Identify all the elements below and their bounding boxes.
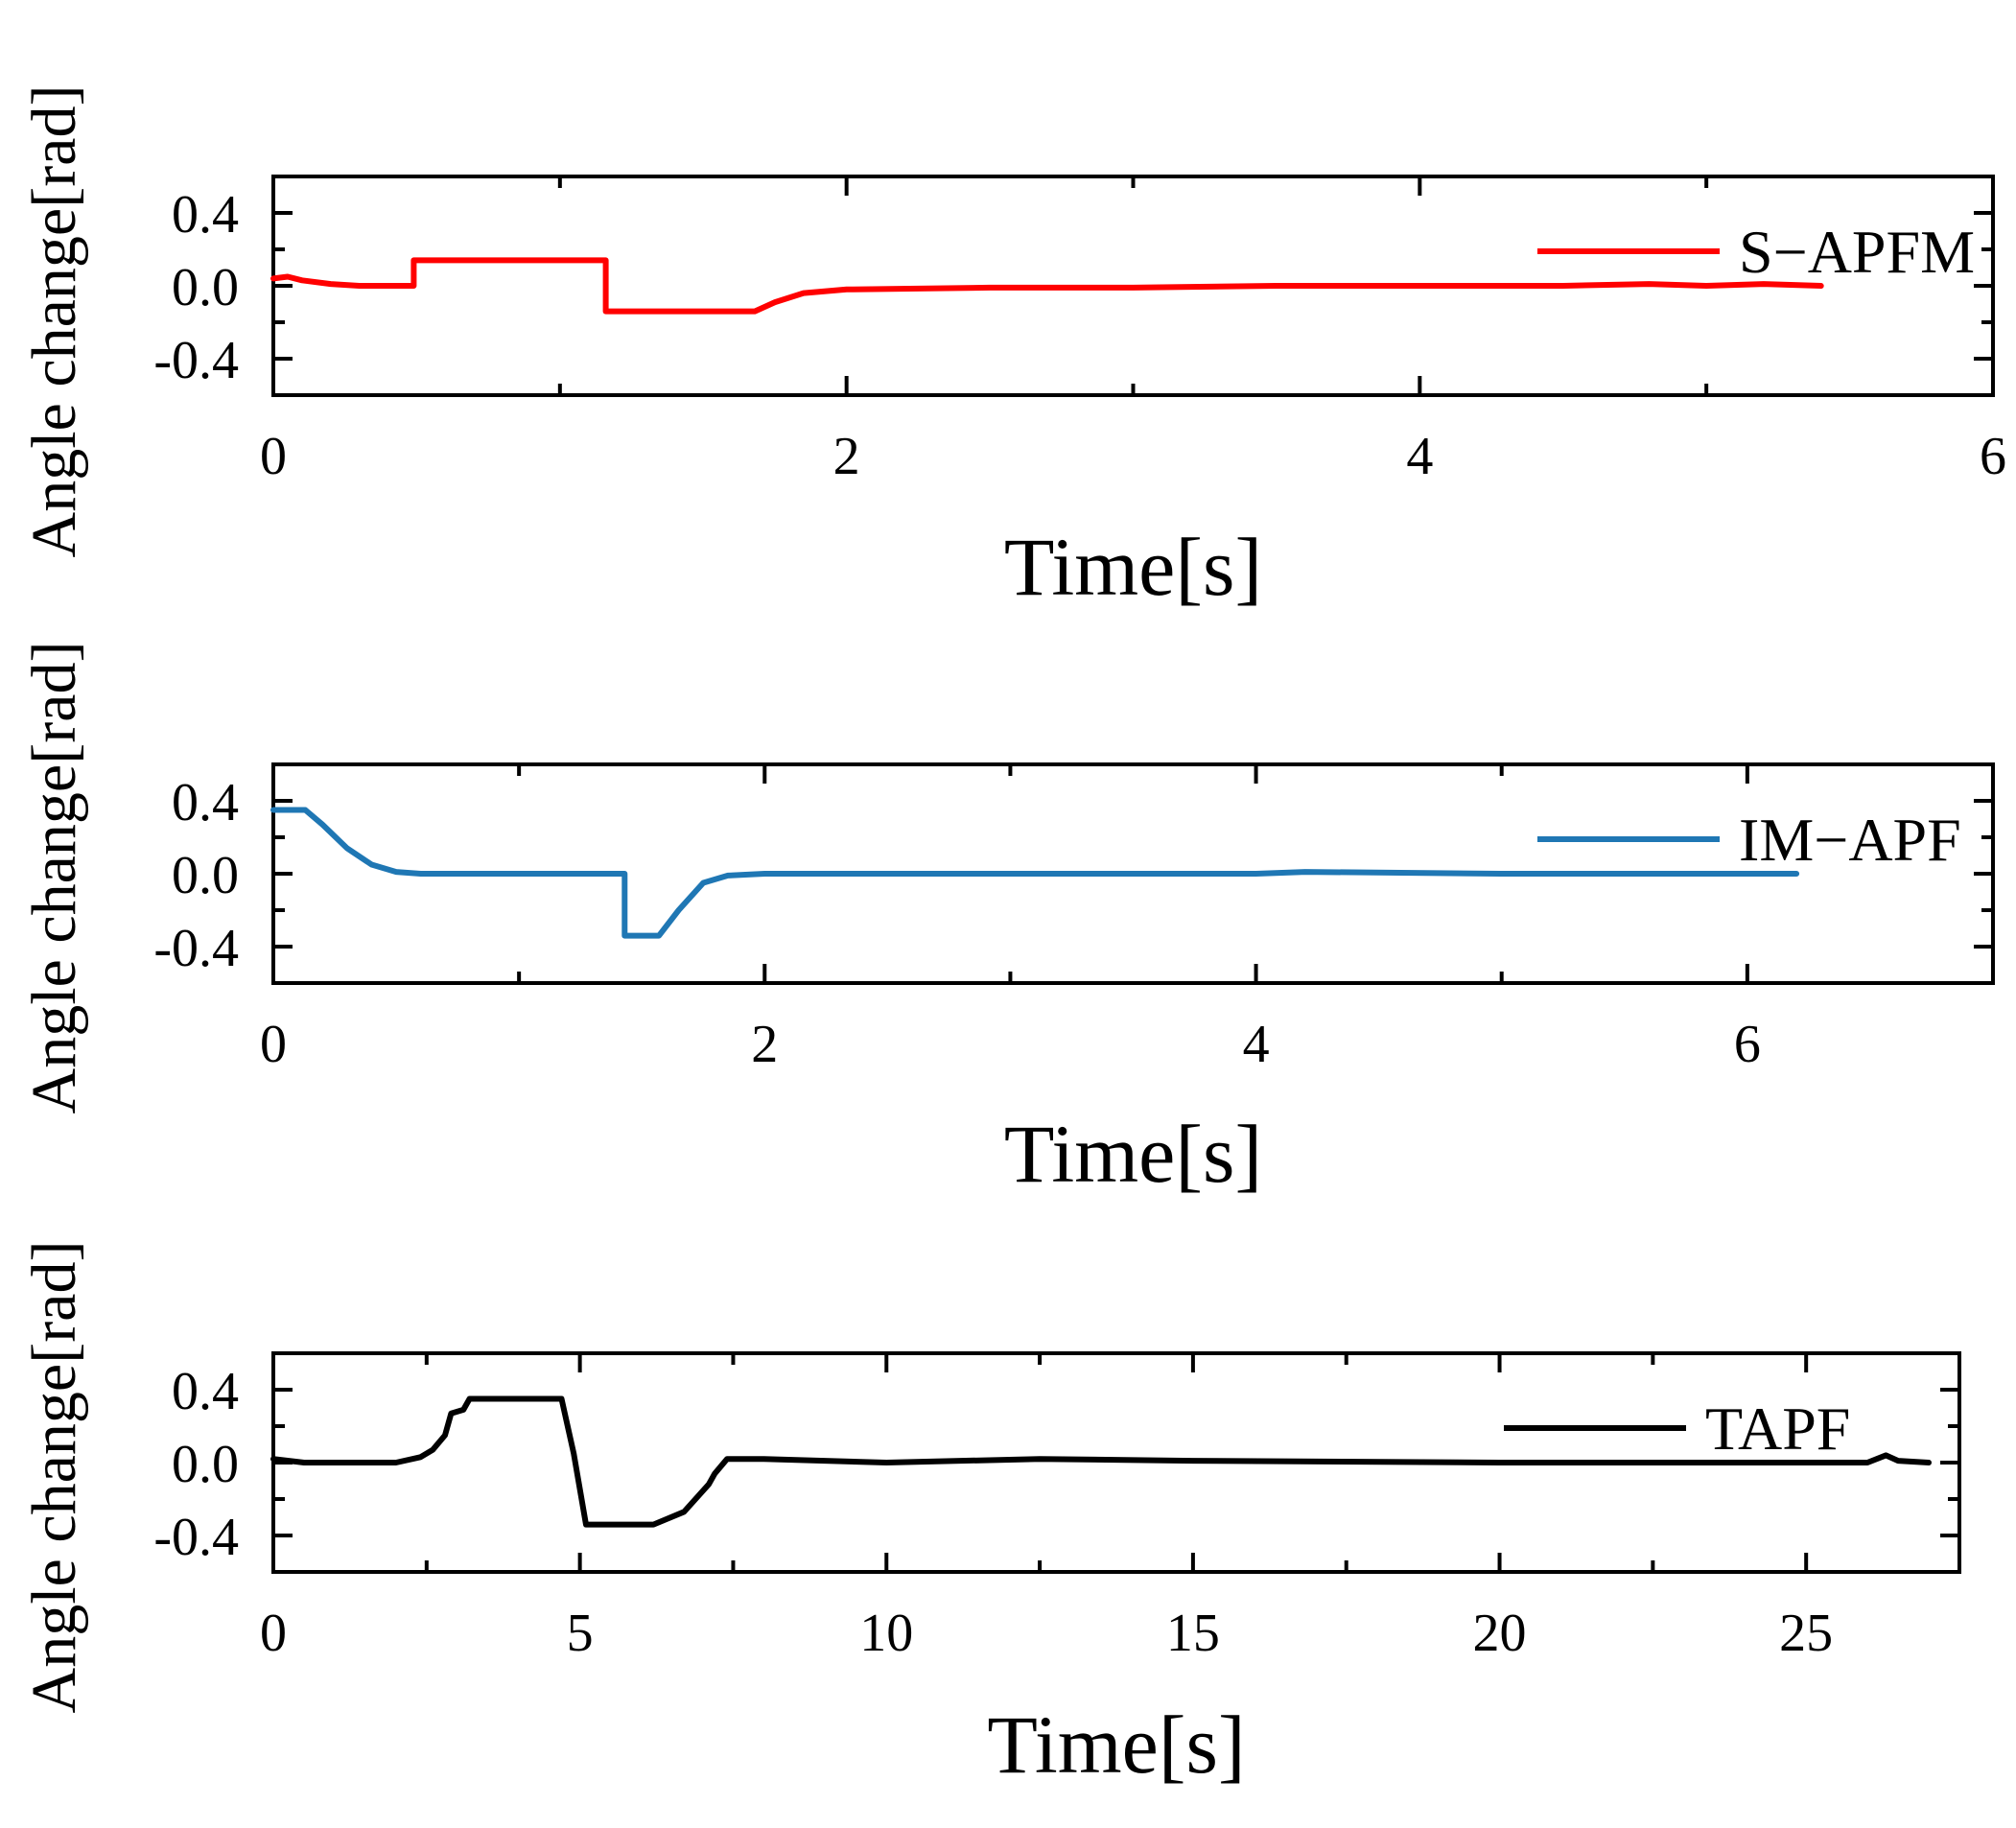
series-line-IM−APF [270, 807, 1800, 939]
y-tick-label: 0.0 [172, 1435, 239, 1494]
x-tick-label: 5 [567, 1604, 594, 1663]
y-tick-label: 0.4 [172, 185, 239, 245]
x-tick-label: 10 [859, 1604, 913, 1663]
y-tick-label: 0.4 [172, 1362, 239, 1421]
x-tick-label: 25 [1779, 1604, 1833, 1663]
x-tick-label: 2 [751, 1015, 778, 1074]
y-axis-title: Angle change[rad] [19, 1241, 89, 1714]
x-axis-title: Time[s] [1004, 521, 1262, 613]
x-axis-title: Time[s] [987, 1699, 1245, 1791]
y-axis-title: Angle change[rad] [19, 85, 89, 558]
chart-1: 0 2 4 6 0.4 0.0 -0.4 Time[s] Angle change[rad] S−… [19, 85, 2006, 613]
y-tick-label: 0.0 [172, 846, 239, 905]
x-tick-label: 2 [833, 427, 860, 486]
y-tick-label: 0.4 [172, 773, 239, 832]
x-tick-label: 4 [1243, 1015, 1270, 1074]
x-tick-label: 4 [1406, 427, 1433, 486]
legend-label: S−APFM [1739, 218, 1975, 286]
y-tick-label: -0.4 [153, 331, 239, 390]
y-tick-label: -0.4 [153, 1508, 239, 1567]
chart-3: 0 5 10 15 20 25 0.4 0.0 -0.4 Time[s] Angle change[… [19, 1241, 1961, 1791]
x-tick-label: 0 [260, 427, 287, 486]
chart-2: 0 2 4 6 0.4 0.0 -0.4 Time[s] Angle change[rad] IM… [19, 642, 1995, 1200]
x-tick-label: 0 [260, 1604, 287, 1663]
series-line-S−APFM [270, 257, 1824, 315]
x-tick-label: 20 [1473, 1604, 1527, 1663]
y-tick-label: -0.4 [153, 919, 239, 978]
x-tick-label: 15 [1166, 1604, 1220, 1663]
y-axis-title: Angle change[rad] [19, 642, 89, 1114]
x-axis-title: Time[s] [1004, 1108, 1262, 1200]
legend-label: IM−APF [1739, 806, 1961, 874]
x-tick-label: 6 [1980, 427, 2006, 486]
x-tick-label: 6 [1734, 1015, 1761, 1074]
legend-label: TAPF [1705, 1394, 1850, 1463]
series-line-TAPF [270, 1395, 1932, 1528]
x-tick-label: 0 [260, 1015, 287, 1074]
y-tick-label: 0.0 [172, 258, 239, 317]
